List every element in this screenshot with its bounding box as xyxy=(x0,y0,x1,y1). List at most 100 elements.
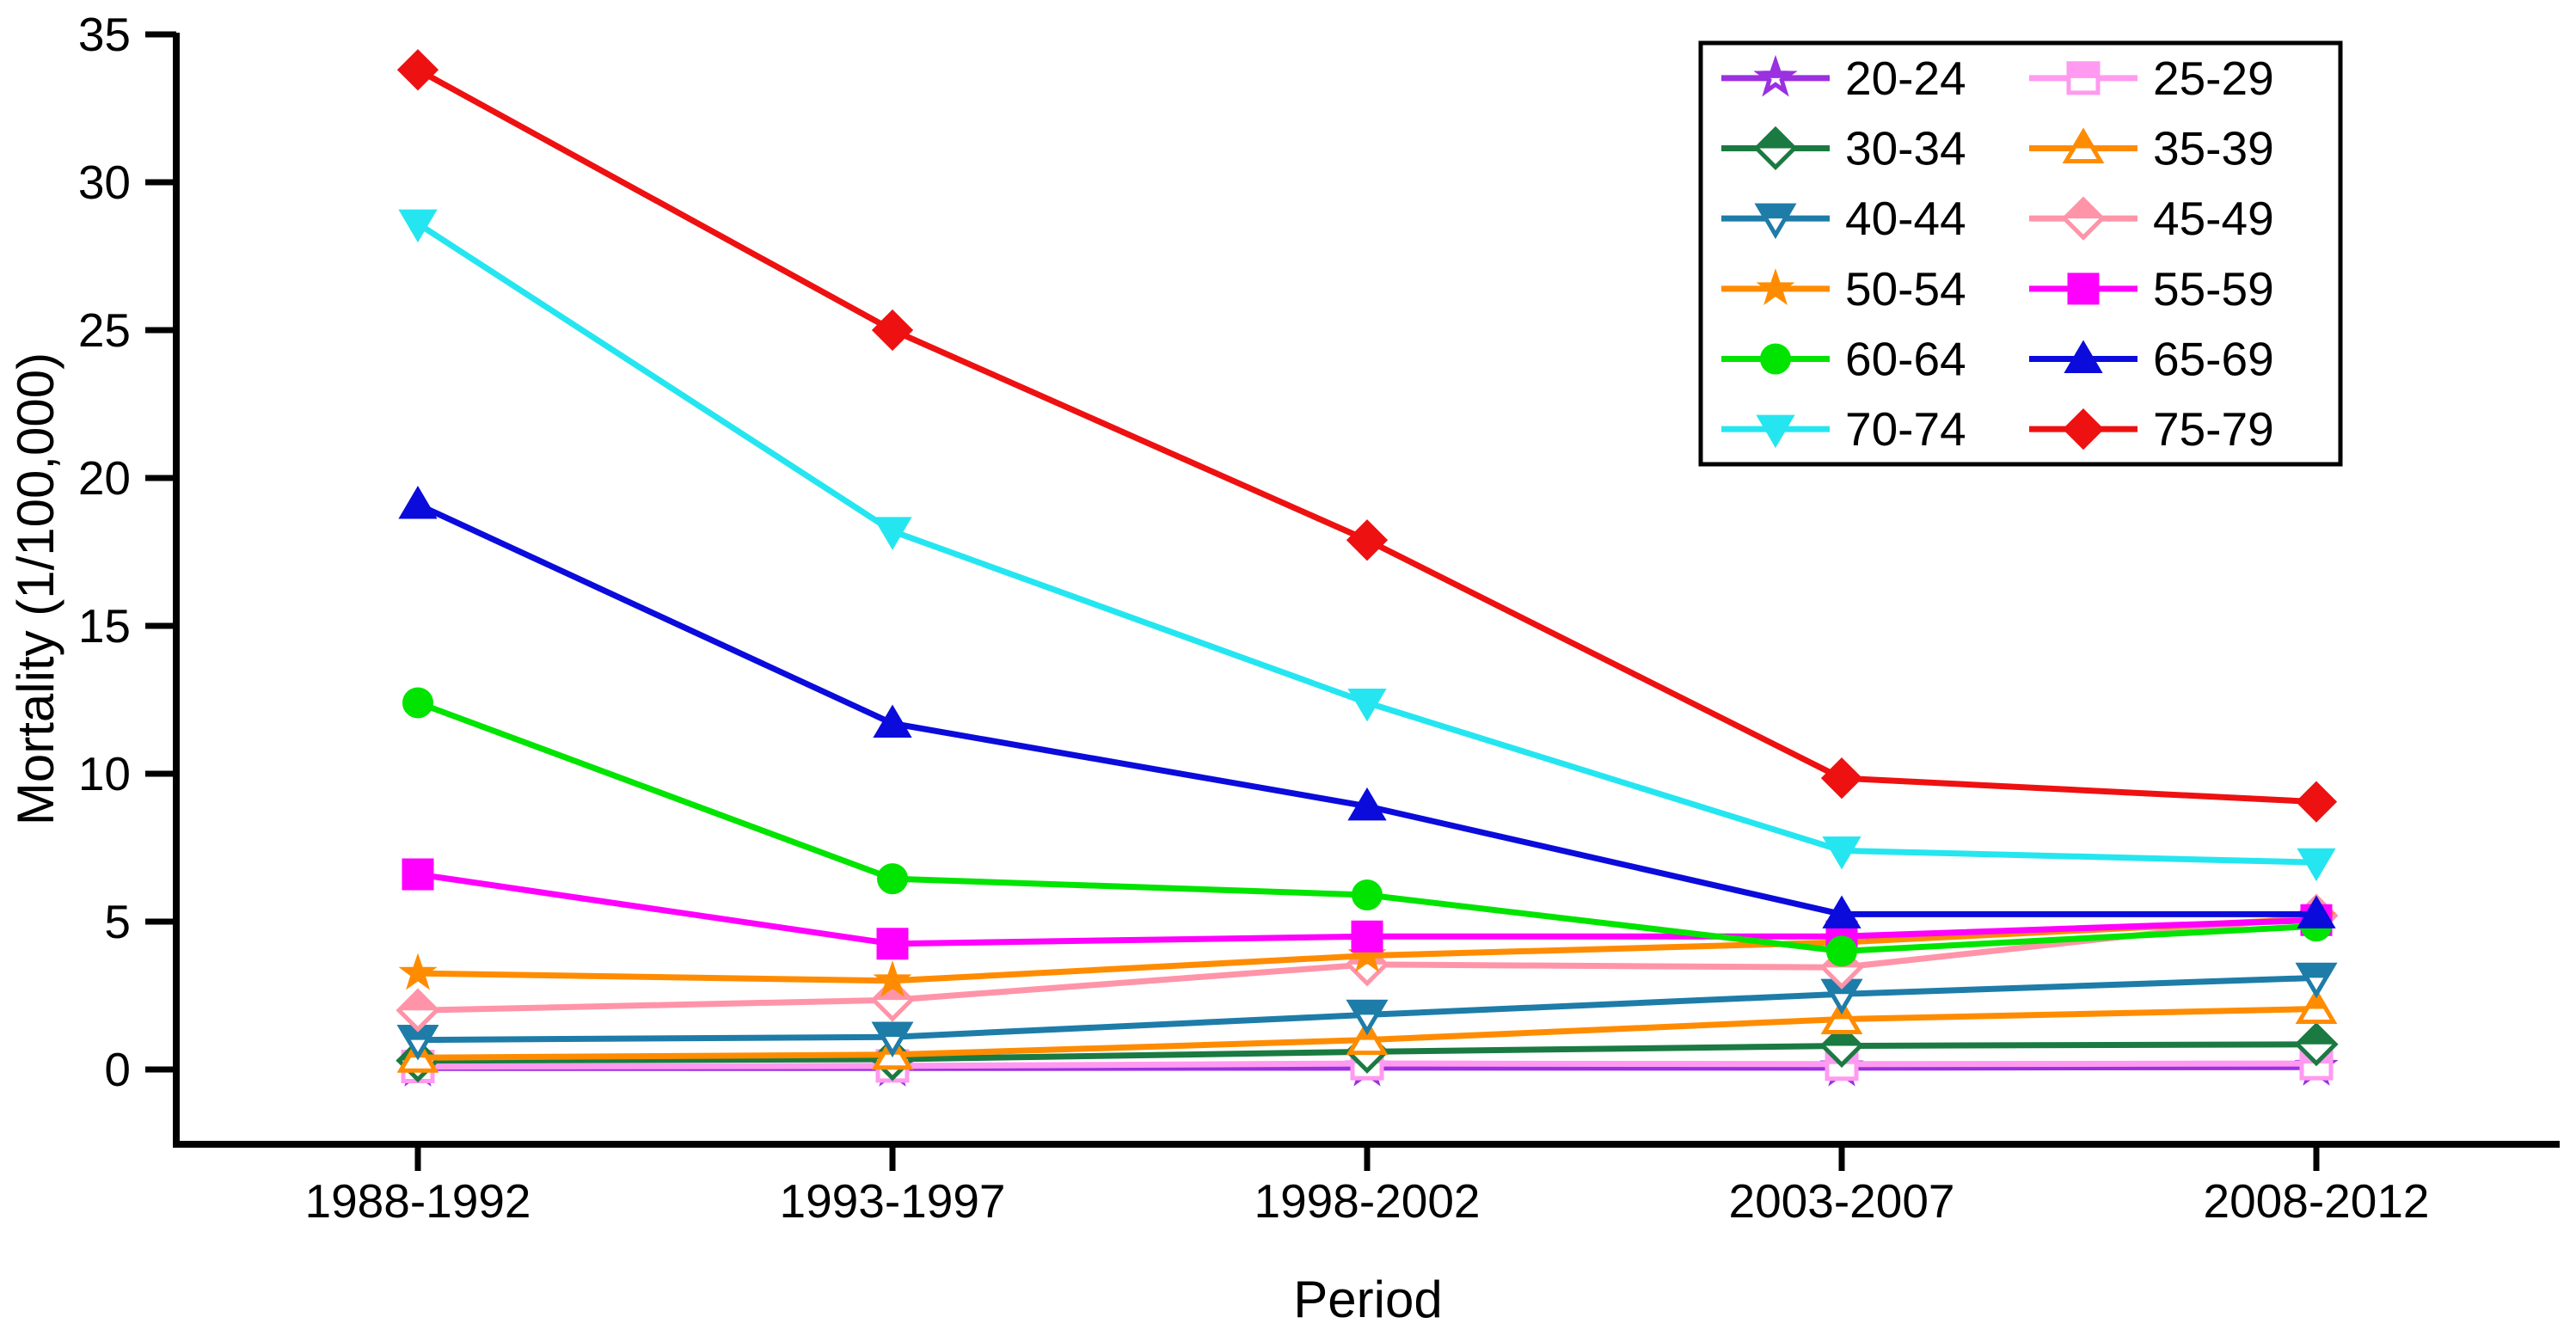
marker-60-64-1988-1992-shape xyxy=(402,687,433,719)
series-70-74 xyxy=(398,209,2336,882)
legend-marker-70-74-shape xyxy=(1756,414,1795,449)
marker-70-74-2003-2007 xyxy=(1822,836,1861,870)
marker-70-74-2008-2012 xyxy=(2297,848,2336,882)
legend-label-60-64: 60-64 xyxy=(1845,333,1966,386)
marker-65-69-1993-1997-shape xyxy=(873,704,912,738)
legend-entry-20-24: 20-24 xyxy=(1721,52,1966,105)
marker-75-79-2008-2012 xyxy=(2295,781,2338,823)
marker-75-79-1988-1992-shape xyxy=(396,49,439,91)
legend-entry-60-64: 60-64 xyxy=(1721,333,1966,386)
legend-label-75-79: 75-79 xyxy=(2153,402,2274,456)
legend-entry-65-69: 65-69 xyxy=(2029,333,2274,386)
series-65-69 xyxy=(398,486,2336,928)
marker-55-59-1988-1992-shape xyxy=(402,858,434,891)
marker-65-69-1993-1997 xyxy=(873,704,912,738)
y-tick-label-0: 0 xyxy=(104,1043,131,1096)
legend-entry-55-59: 55-59 xyxy=(2029,262,2274,316)
legend-label-45-49: 45-49 xyxy=(2153,192,2274,245)
data-series xyxy=(396,49,2339,1087)
marker-30-34-2008-2012-half xyxy=(2294,1022,2339,1045)
y-tick-label-20: 20 xyxy=(78,451,131,505)
marker-70-74-1993-1997 xyxy=(873,517,912,550)
legend-label-20-24: 20-24 xyxy=(1845,52,1966,105)
marker-60-64-2003-2007-shape xyxy=(1826,935,1857,967)
marker-65-69-1998-2002 xyxy=(1347,787,1387,821)
legend-entry-45-49: 45-49 xyxy=(2029,192,2274,245)
legend-marker-25-29 xyxy=(2066,61,2101,95)
y-axis-title: Mortality (1/100,000) xyxy=(7,352,64,825)
legend-marker-70-74 xyxy=(1756,414,1795,449)
marker-75-79-1998-2002-shape xyxy=(1346,519,1389,561)
x-tick-label-1988-1992: 1988-1992 xyxy=(304,1174,531,1228)
marker-55-59-1993-1997-shape xyxy=(876,928,909,960)
legend-marker-65-69 xyxy=(2064,340,2103,373)
legend-entry-50-54: 50-54 xyxy=(1721,262,1966,316)
legend-marker-45-49-half xyxy=(2061,196,2106,219)
marker-65-69-2003-2007-shape xyxy=(1822,895,1861,928)
marker-60-64-2003-2007 xyxy=(1826,935,1857,967)
marker-65-69-1998-2002-shape xyxy=(1347,787,1387,821)
marker-65-69-1988-1992 xyxy=(398,486,438,519)
marker-60-64-1993-1997 xyxy=(877,863,908,895)
marker-60-64-1998-2002-shape xyxy=(1352,879,1383,911)
marker-35-39-2008-2012-half xyxy=(2303,988,2329,1009)
y-tick-label-30: 30 xyxy=(78,156,131,209)
marker-65-69-1988-1992-shape xyxy=(398,486,438,519)
axis-frame xyxy=(173,33,2560,1148)
legend-label-55-59: 55-59 xyxy=(2153,262,2274,316)
marker-35-39-2008-2012 xyxy=(2295,988,2338,1024)
marker-50-54-1993-1997-shape xyxy=(873,960,912,997)
marker-55-59-1998-2002 xyxy=(1351,920,1383,953)
x-tick-label-1993-1997: 1993-1997 xyxy=(779,1174,1005,1228)
legend-marker-20-24-half xyxy=(1753,55,1798,78)
marker-65-69-2003-2007 xyxy=(1822,895,1861,928)
marker-55-59-1988-1992 xyxy=(402,858,434,891)
marker-70-74-1988-1992-shape xyxy=(398,209,438,243)
legend-marker-35-39 xyxy=(2062,127,2105,163)
legend-marker-55-59 xyxy=(2067,273,2100,305)
marker-30-34-2003-2007 xyxy=(1819,1023,1864,1069)
legend-marker-60-64-shape xyxy=(1760,343,1791,375)
x-tick-label-2003-2007: 2003-2007 xyxy=(1728,1174,1954,1228)
marker-60-64-1998-2002 xyxy=(1352,879,1383,911)
legend-label-50-54: 50-54 xyxy=(1845,262,1966,316)
y-tick-label-15: 15 xyxy=(78,599,131,653)
legend-entry-35-39: 35-39 xyxy=(2029,122,2274,175)
legend-marker-45-49 xyxy=(2061,196,2106,241)
y-tick-label-25: 25 xyxy=(78,303,131,357)
marker-30-34-2003-2007-half xyxy=(1819,1023,1864,1046)
legend-marker-50-54 xyxy=(1756,268,1795,305)
legend-entry-75-79: 75-79 xyxy=(2029,402,2274,456)
legend-label-30-34: 30-34 xyxy=(1845,122,1966,175)
axes: 0 5 10 15 20 25 30 35 1988-1992 1993-1997 1998-200… xyxy=(78,8,2560,1228)
y-tick-label-5: 5 xyxy=(104,895,131,948)
legend-marker-30-34-half xyxy=(1753,126,1798,149)
legend-marker-55-59-shape xyxy=(2067,273,2100,305)
legend-marker-30-34 xyxy=(1753,126,1798,171)
marker-55-59-1993-1997 xyxy=(876,928,909,960)
marker-70-74-1998-2002 xyxy=(1347,688,1387,722)
legend-marker-35-39-half xyxy=(2070,127,2096,149)
marker-75-79-2003-2007 xyxy=(1820,757,1863,800)
x-tick-label-2008-2012: 2008-2012 xyxy=(2203,1174,2429,1228)
legend-box xyxy=(1698,40,2343,467)
legend-marker-40-44 xyxy=(1754,203,1797,240)
marker-75-79-2003-2007-shape xyxy=(1820,757,1863,800)
y-tick-label-10: 10 xyxy=(78,747,131,800)
marker-50-54-1988-1992 xyxy=(398,953,438,990)
legend-marker-50-54-shape xyxy=(1756,268,1795,305)
legend-marker-20-24 xyxy=(1753,55,1798,97)
marker-40-44-1993-1997-half xyxy=(871,1021,914,1038)
series-75-79 xyxy=(396,49,2338,823)
marker-35-39-2003-2007 xyxy=(1820,998,1863,1035)
legend-marker-75-79 xyxy=(2062,408,2105,450)
legend-marker-40-44-half xyxy=(1754,203,1797,219)
marker-70-74-2003-2007-shape xyxy=(1822,836,1861,870)
legend-entry-70-74: 70-74 xyxy=(1721,402,1966,456)
marker-50-54-1993-1997 xyxy=(873,960,912,997)
marker-75-79-1993-1997-shape xyxy=(871,309,914,352)
legend-entry-40-44: 40-44 xyxy=(1721,192,1966,245)
marker-40-44-2008-2012-half xyxy=(2295,962,2338,978)
legend-label-40-44: 40-44 xyxy=(1845,192,1966,245)
